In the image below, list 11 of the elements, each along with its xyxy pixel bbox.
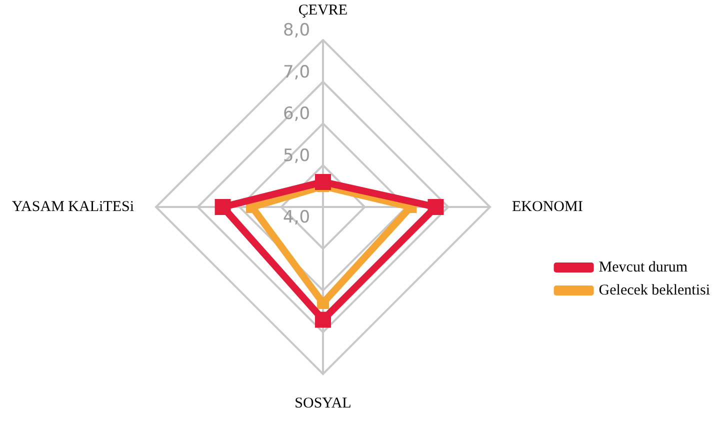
legend-label: Mevcut durum: [598, 260, 688, 276]
legend-label: Gelecek beklentisi: [598, 282, 710, 298]
spoke-label: EKONOMI: [512, 199, 583, 215]
y-tick-label: 5,0: [283, 146, 310, 166]
y-tick-label: 7,0: [283, 62, 310, 82]
spoke-label: YASAM KALiTESi: [12, 199, 134, 215]
y-tick-label: 4,0: [283, 208, 310, 228]
y-tick-label: 6,0: [283, 104, 310, 124]
spoke-label: ÇEVRE: [298, 2, 348, 18]
y-tick-label: 8,0: [283, 20, 310, 40]
spoke-label: SOSYAL: [294, 396, 352, 412]
